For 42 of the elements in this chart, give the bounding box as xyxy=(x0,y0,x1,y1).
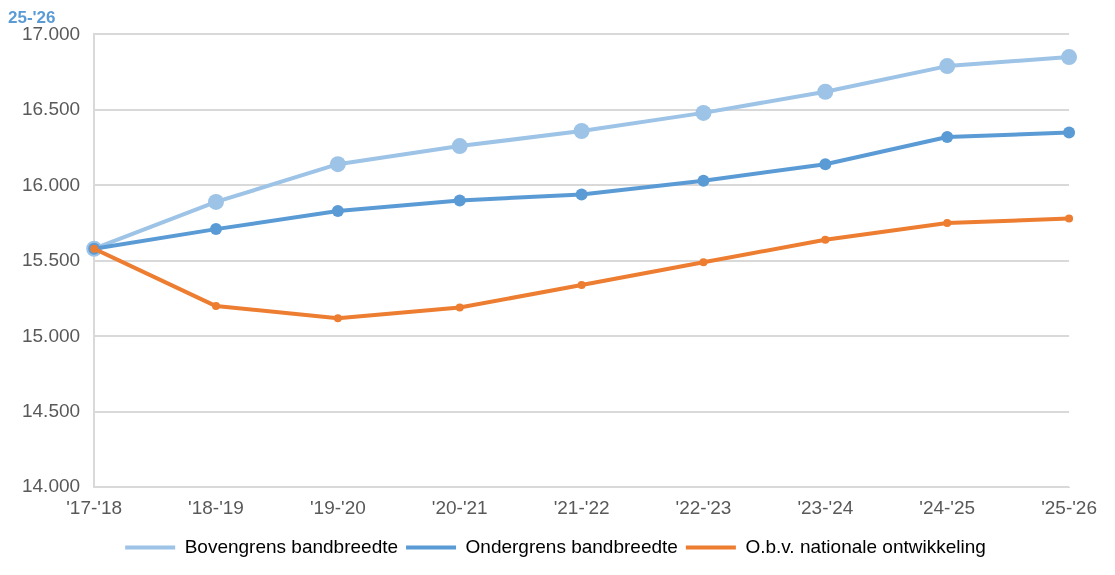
y-tick-label: 15.000 xyxy=(21,324,81,346)
point xyxy=(575,188,588,201)
point xyxy=(697,174,710,187)
point xyxy=(819,158,832,171)
legend-label: Ondergrens bandbreedte xyxy=(465,535,678,557)
point xyxy=(329,156,346,173)
point xyxy=(331,204,344,217)
point xyxy=(1065,214,1074,223)
x-tick-label: '22-'23 xyxy=(675,496,732,518)
legend-label: Bovengrens bandbreedte xyxy=(184,535,399,557)
x-tick-label: '18-'19 xyxy=(188,496,244,518)
point xyxy=(209,223,222,236)
x-tick-label: '25-'26 xyxy=(1041,496,1097,518)
point xyxy=(573,123,590,139)
x-tick-label: '21-'22 xyxy=(553,496,610,518)
point xyxy=(455,303,464,312)
y-tick-label: 16.500 xyxy=(21,98,81,120)
y-tick-label: 16.000 xyxy=(21,173,81,195)
point xyxy=(211,302,220,311)
point xyxy=(1063,126,1076,139)
x-tick-label: '17-'18 xyxy=(66,496,123,518)
point xyxy=(333,314,342,323)
y-tick-label: 14.000 xyxy=(21,475,81,497)
point xyxy=(695,104,712,121)
point xyxy=(699,258,708,267)
point xyxy=(1061,49,1078,66)
x-tick-label: '24-'25 xyxy=(919,496,976,518)
legend-label: O.b.v. nationale ontwikkeling xyxy=(745,535,986,557)
point xyxy=(943,219,952,228)
point xyxy=(817,83,834,100)
x-tick-label: '20-'21 xyxy=(431,496,488,518)
y-tick-label: 15.500 xyxy=(21,249,81,271)
x-tick-label: '23-'24 xyxy=(797,496,854,518)
point xyxy=(941,131,954,144)
y-tick-label: 14.500 xyxy=(21,399,81,421)
point xyxy=(821,235,830,244)
point xyxy=(451,138,468,155)
point xyxy=(939,58,956,75)
x-tick-label: '19-'20 xyxy=(309,496,366,518)
point xyxy=(453,194,466,207)
point xyxy=(577,280,586,289)
point xyxy=(207,193,224,210)
